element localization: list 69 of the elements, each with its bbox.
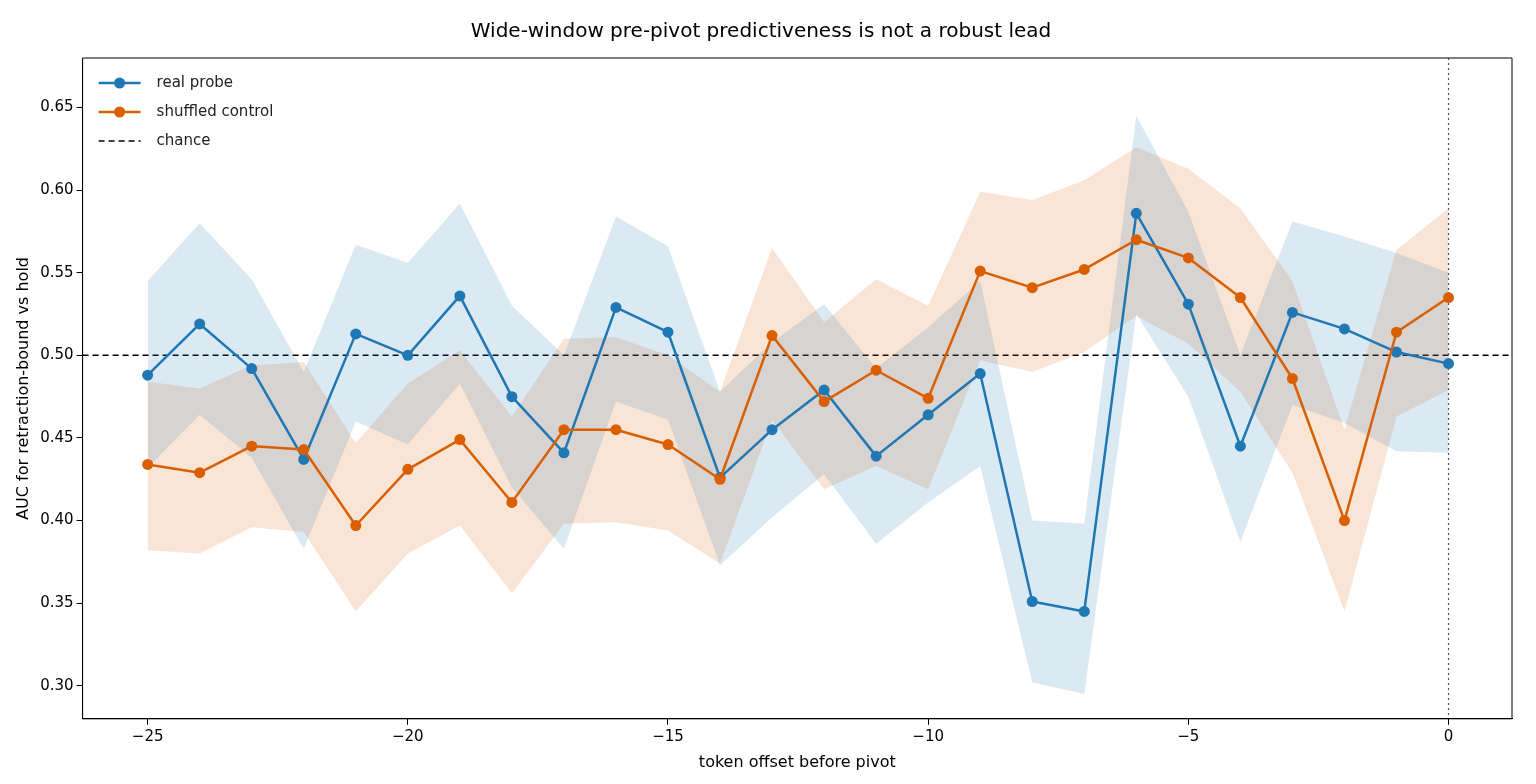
point <box>402 463 414 475</box>
point <box>662 439 674 451</box>
y-tick-label: 0.45 <box>40 427 74 446</box>
y-tick-label: 0.35 <box>40 593 74 612</box>
point <box>1443 358 1455 370</box>
point <box>870 450 882 462</box>
y-tick-label: 0.55 <box>40 262 74 281</box>
point <box>194 467 206 479</box>
x-tick-label: 0 <box>1443 726 1454 745</box>
x-tick-label: −15 <box>652 726 684 745</box>
point <box>454 434 466 446</box>
x-tick-label: −10 <box>912 726 944 745</box>
y-tick-label: 0.60 <box>40 180 74 199</box>
point <box>402 349 414 361</box>
point <box>298 444 310 456</box>
point <box>506 391 518 403</box>
x-axis-title: token offset before pivot <box>698 751 896 771</box>
point <box>558 447 570 459</box>
point <box>1078 263 1090 275</box>
point <box>1078 605 1090 617</box>
point <box>1182 252 1194 264</box>
x-tick-label: −20 <box>391 726 424 745</box>
point <box>974 368 986 380</box>
point <box>506 496 518 508</box>
point <box>1026 596 1038 608</box>
point <box>1182 298 1194 310</box>
point <box>610 301 622 313</box>
point <box>766 330 778 342</box>
point <box>1130 207 1142 219</box>
y-tick-label: 0.30 <box>40 675 74 694</box>
point <box>454 290 466 302</box>
point <box>610 424 622 436</box>
point <box>922 409 934 421</box>
point <box>142 369 154 381</box>
point <box>558 424 570 436</box>
point <box>350 328 362 340</box>
point <box>818 384 830 396</box>
point <box>974 265 986 277</box>
point <box>194 318 206 330</box>
x-tick-label: −5 <box>1177 726 1200 745</box>
y-tick-label: 0.40 <box>40 510 74 529</box>
point <box>818 396 830 408</box>
point <box>922 392 934 404</box>
point <box>1390 346 1402 358</box>
y-axis-title: AUC for retraction-bound vs hold <box>12 256 32 520</box>
chart-title: Wide-window pre-pivot predictiveness is not a robust lead <box>470 18 1052 43</box>
point <box>1286 372 1298 384</box>
point <box>766 424 778 436</box>
legend-label: shuffled control <box>156 101 274 120</box>
point <box>662 326 674 338</box>
point <box>1338 515 1350 527</box>
legend-label: chance <box>156 130 211 149</box>
point <box>1130 234 1142 246</box>
point <box>246 440 258 452</box>
point <box>142 458 154 470</box>
point <box>1390 326 1402 338</box>
point <box>870 364 882 376</box>
point <box>246 363 258 375</box>
y-tick-label: 0.65 <box>40 97 74 116</box>
point <box>1286 306 1298 318</box>
point <box>1443 292 1455 304</box>
x-tick-label: −25 <box>131 726 164 745</box>
legend-label: real probe <box>156 72 234 91</box>
y-tick-label: 0.50 <box>40 345 74 364</box>
point <box>1234 292 1246 304</box>
point <box>1026 282 1038 294</box>
point <box>350 520 362 532</box>
point <box>1338 323 1350 335</box>
point <box>1234 440 1246 452</box>
